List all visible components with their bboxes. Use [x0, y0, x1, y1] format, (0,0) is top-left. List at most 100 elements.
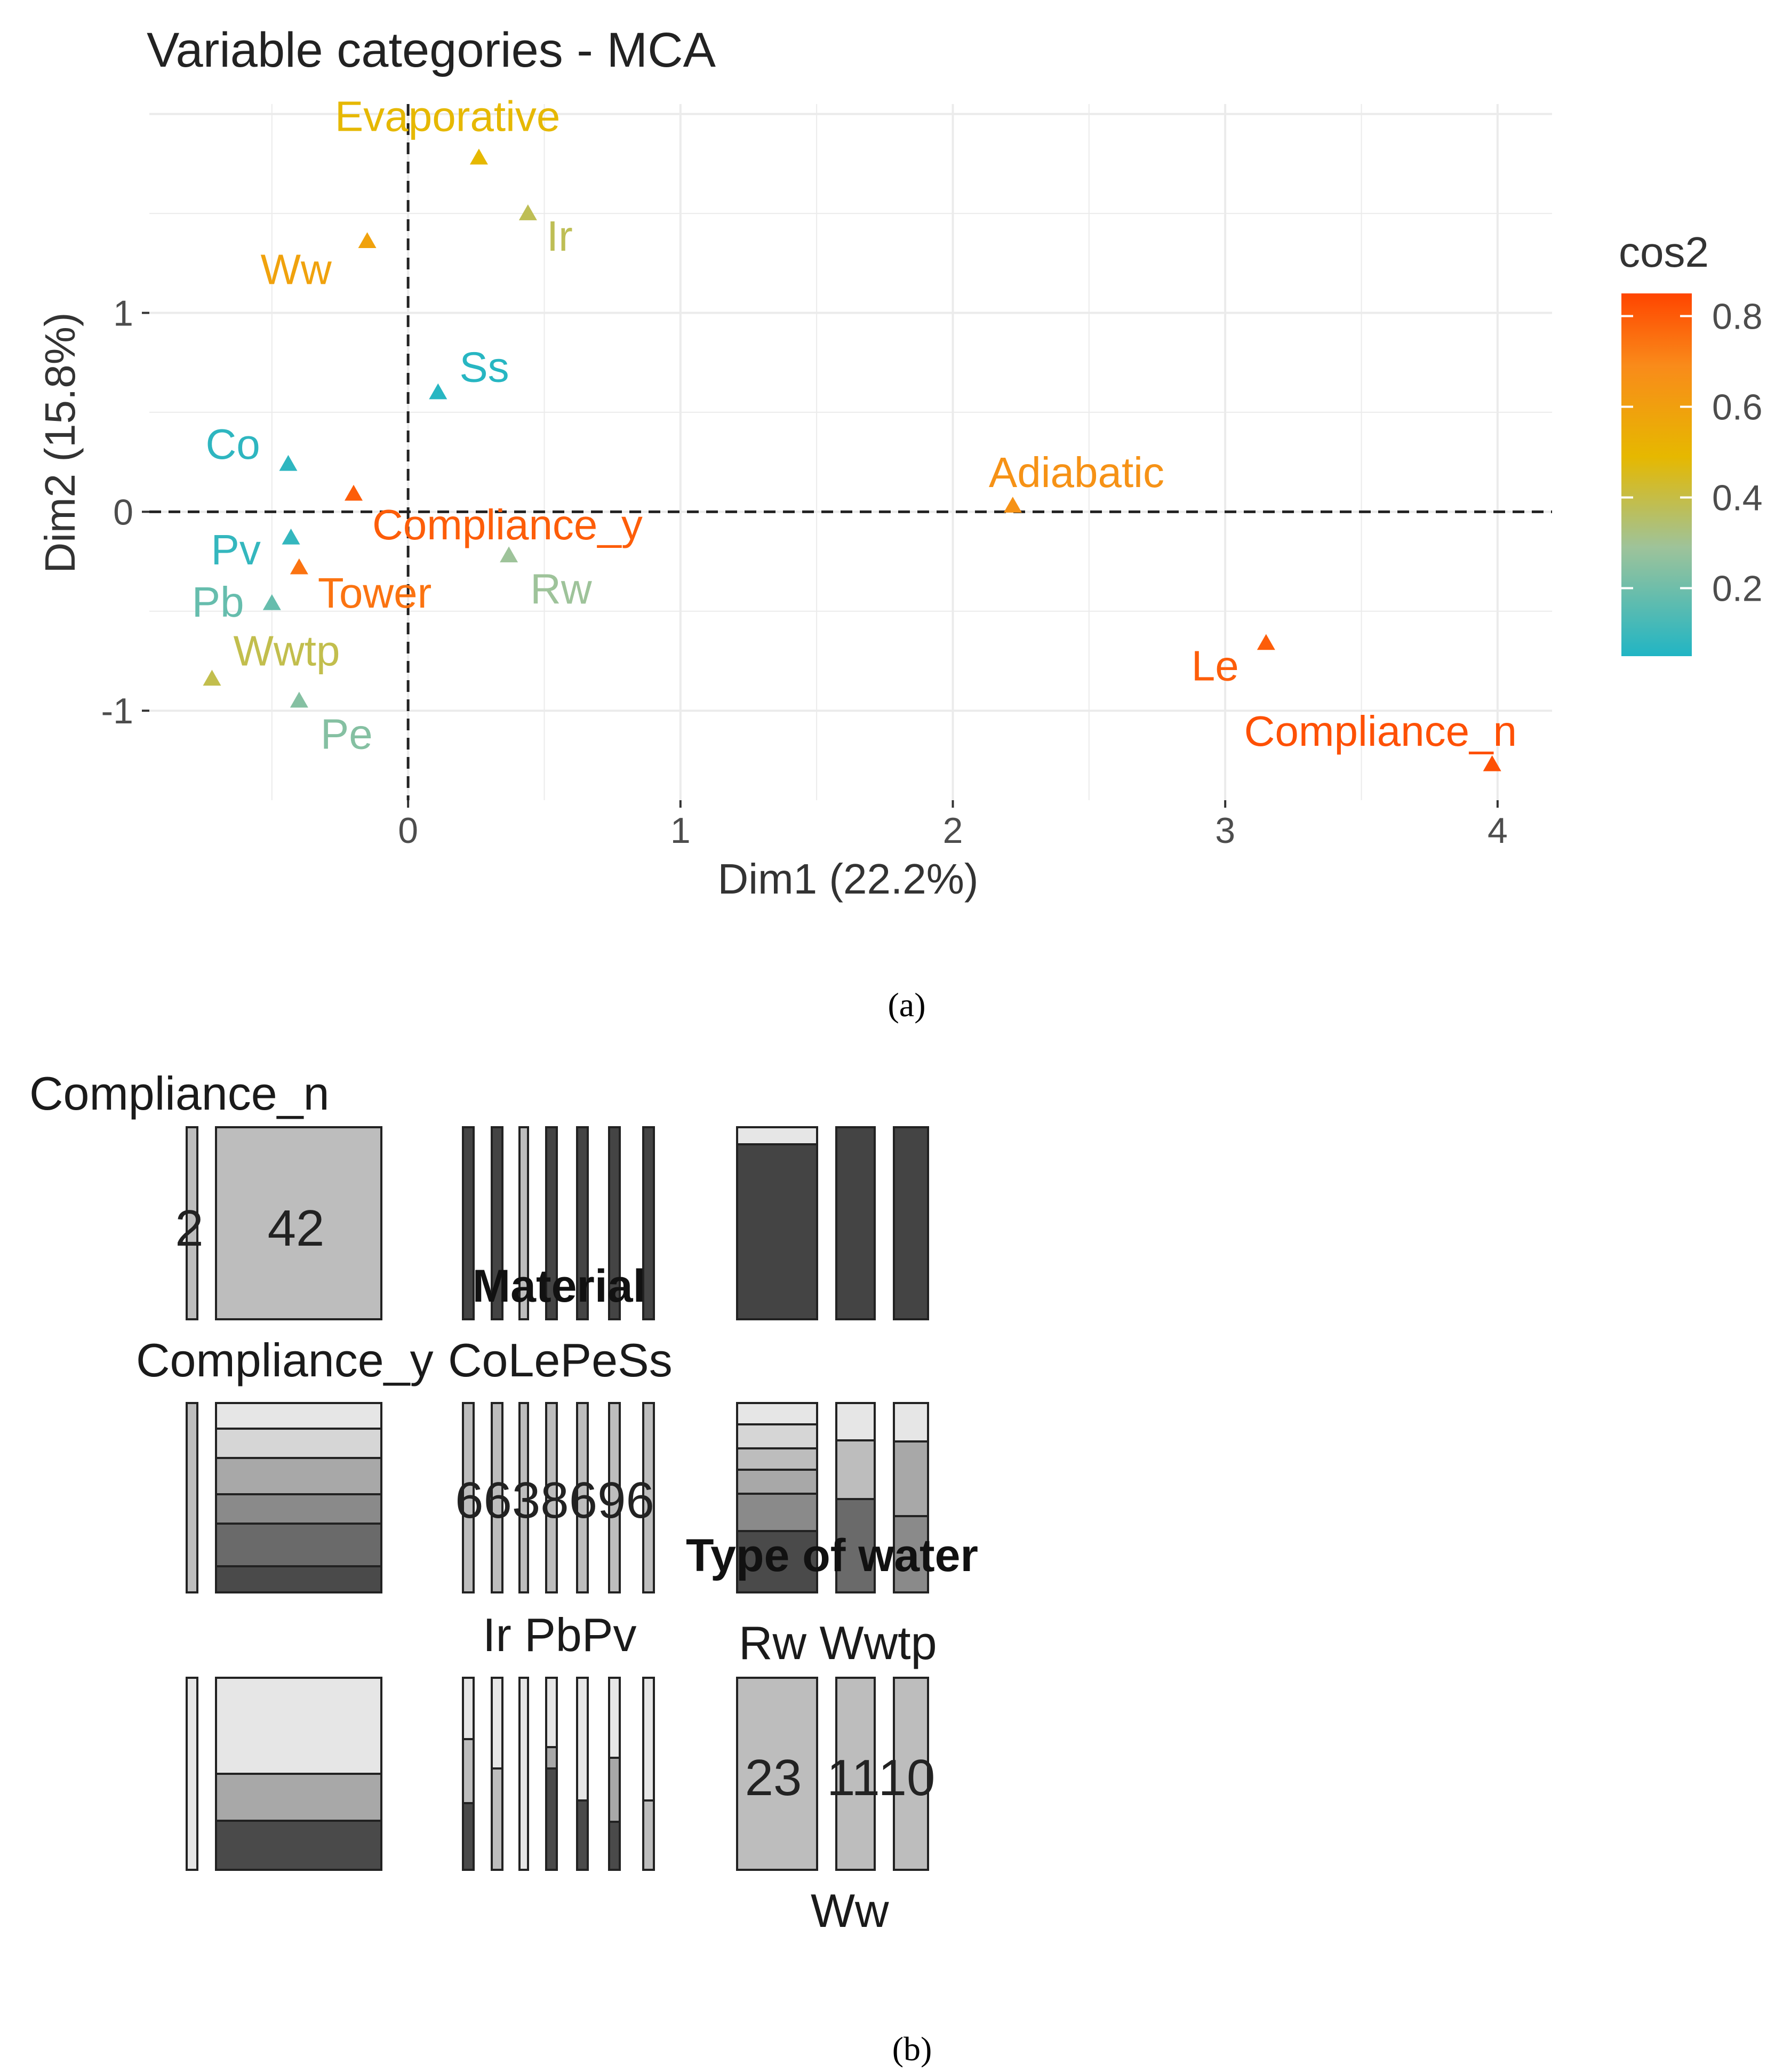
compliance-vs-material: [215, 1402, 382, 1593]
caption-a: (a): [888, 986, 925, 1024]
point-label: Adiabatic: [989, 449, 1164, 496]
mosaic-cell: [736, 1423, 818, 1449]
point-marker: [469, 148, 488, 165]
point-marker: [203, 670, 221, 686]
mosaic-cell: [215, 1820, 382, 1871]
mosaic-cell: [545, 1677, 558, 1748]
legend-title: cos2: [1619, 228, 1709, 276]
mosaic-cell: [215, 1523, 382, 1567]
mosaic-cell: [462, 1802, 475, 1871]
material-categories-top: CoLePeSs: [448, 1334, 673, 1386]
mosaic-cell: [835, 1126, 876, 1320]
mosaic-cell: [893, 1440, 929, 1517]
mosaic-cell: [545, 1402, 558, 1593]
mosaic-cell: [545, 1126, 558, 1320]
mosaic-cell: [576, 1126, 589, 1320]
mosaic-cell: [835, 1677, 876, 1871]
point-marker: [1003, 497, 1022, 513]
mosaic-cell: [835, 1498, 876, 1593]
mosaic-cell: [608, 1677, 621, 1759]
mosaic-cell: [215, 1428, 382, 1459]
point-marker: [1483, 755, 1501, 771]
y-tick-label: -1: [101, 691, 133, 731]
x-tick-label: 0: [398, 810, 418, 851]
grid: [149, 104, 1552, 800]
legend-tick-label: 0.6: [1712, 387, 1763, 428]
mosaic-cell: [491, 1767, 503, 1871]
point-marker: [279, 455, 298, 471]
point-marker: [1257, 634, 1275, 650]
legend-tick-label: 0.4: [1712, 478, 1763, 519]
mosaic-cell: [545, 1746, 558, 1770]
mosaic-cell: [608, 1821, 621, 1871]
point-marker: [290, 691, 308, 708]
mosaic-cell: [491, 1677, 503, 1770]
label-compliance-n: Compliance_n: [29, 1067, 330, 1120]
mosaic-cell: [491, 1126, 503, 1320]
point-label: Rw: [530, 565, 592, 612]
mosaic-cell: [642, 1799, 655, 1871]
point-label: Tower: [318, 569, 431, 617]
x-tick-label: 4: [1488, 810, 1508, 851]
point-label: Ss: [459, 344, 509, 391]
mosaic-cell: [736, 1469, 818, 1495]
point-label: Pv: [211, 526, 261, 573]
mosaic-cell: [215, 1773, 382, 1822]
mosaic-cell: [491, 1402, 503, 1593]
axis-ticks: 0 1 2 3 4 -1 0 1: [101, 293, 1508, 851]
mosaic-cell: [835, 1402, 876, 1441]
mosaic-cell: [576, 1799, 589, 1871]
water-categories-top: Rw Wwtp: [739, 1616, 937, 1669]
count-ww: 11: [827, 1749, 880, 1806]
point-labels-layer: Evaporative Ir Ww Ss Co Compliance_y Adiabatic…: [192, 93, 1517, 758]
mosaic-cell: [893, 1677, 929, 1871]
mosaic-cell: [893, 1515, 929, 1593]
count-rw: 23: [745, 1749, 802, 1806]
x-tick-label: 3: [1215, 810, 1235, 851]
mosaic-cell: [518, 1677, 529, 1871]
mosaic-cell: [893, 1126, 929, 1320]
x-axis-title: Dim1 (22.2%): [717, 855, 978, 903]
mosaic-cell: [608, 1757, 621, 1823]
x-tick-label: 1: [670, 810, 691, 851]
point-marker: [518, 204, 537, 220]
water-categories-bottom: Ww: [811, 1884, 889, 1937]
chart-title: Variable categories - MCA: [147, 23, 716, 77]
mosaic-cell: [215, 1677, 382, 1775]
material-categories-bottom: Ir PbPv: [483, 1608, 637, 1661]
legend-ticks: 0.2 0.4 0.6 0.8: [1621, 297, 1763, 609]
mosaic-cell: [215, 1402, 382, 1430]
mosaic-pairs-plot: Compliance_n 2 42 Material Compliance_y: [29, 1067, 978, 2068]
mosaic-cell: [736, 1677, 818, 1871]
point-label: Ir: [547, 212, 573, 260]
point-marker: [358, 232, 377, 249]
point-marker: [290, 558, 308, 575]
mosaic-cell: [518, 1126, 529, 1320]
point-label: Pb: [192, 578, 244, 626]
material-vs-compliance-top: [462, 1126, 655, 1320]
label-compliance-y: Compliance_y: [136, 1334, 434, 1386]
mosaic-cell: [462, 1738, 475, 1804]
mosaic-cell: [736, 1402, 818, 1425]
water-bars: [736, 1677, 929, 1871]
mosaic-cell: [576, 1402, 589, 1593]
legend-tick-label: 0.8: [1712, 297, 1763, 337]
mca-biplot: Variable categories - MCA 0 1 2 3 4 -1 0 1 Evap…: [36, 23, 1763, 1024]
point-marker: [262, 594, 281, 610]
reference-lines: [149, 104, 1552, 800]
material-bars: [462, 1402, 655, 1593]
caption-b: (b): [892, 2030, 932, 2068]
water-vs-compliance-top: [736, 1126, 929, 1320]
cos2-legend: cos2 0.2 0.4 0.6 0.8: [1619, 228, 1763, 656]
y-tick-label: 1: [113, 293, 133, 334]
mosaic-cell: [736, 1530, 818, 1593]
mosaic-cell: [608, 1402, 621, 1593]
count-compliance-n: 2: [175, 1200, 203, 1257]
colorbar: [1621, 293, 1692, 656]
mosaic-cell: [462, 1126, 475, 1320]
mosaic-cell: [642, 1677, 655, 1802]
point-marker: [429, 383, 447, 400]
point-marker: [500, 546, 518, 563]
count-material: 6638696: [455, 1472, 654, 1529]
